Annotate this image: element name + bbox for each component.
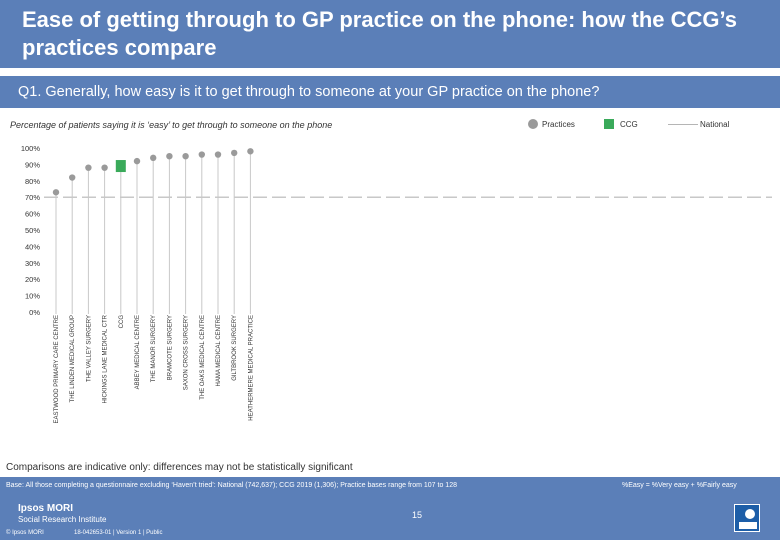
category-label: THE OAKS MEDICAL CENTRE: [200, 315, 206, 400]
ipsos-corner-logo-icon: [734, 504, 760, 532]
category-label: HICKINGS LANE MEDICAL CTR: [103, 314, 109, 403]
question-text: Q1. Generally, how easy is it to get thr…: [18, 84, 600, 100]
practice-point: [101, 164, 108, 171]
practice-point: [69, 174, 76, 181]
job-reference: 18-042653-01 | Version 1 | Public: [74, 530, 163, 536]
practice-point: [247, 148, 254, 155]
title-bar: Ease of getting through to GP practice o…: [0, 0, 780, 68]
legend-ccg-label: CCG: [620, 120, 638, 129]
legend-practices-label: Practices: [542, 120, 575, 129]
category-label: THE VALLEY SURGERY: [86, 315, 92, 382]
category-label: THE MANOR SURGERY: [151, 315, 157, 382]
y-tick-label: 80%: [25, 177, 40, 186]
y-tick-label: 70%: [25, 193, 40, 202]
category-label: THE LINDEN MEDICAL GROUP: [70, 315, 76, 402]
legend-ccg-marker: [604, 119, 614, 129]
ipsos-logo-name: Ipsos MORI: [18, 503, 74, 514]
practice-point: [133, 157, 141, 165]
category-label: HEATHERMERE MEDICAL PRACTICE: [248, 315, 254, 421]
practice-comparison-chart: 0% 10% 20% 30% 40% 50% 60% 70% 80% 90% 100% EASTWOO…: [21, 144, 772, 423]
footer-bar: [0, 477, 780, 540]
category-label: CCG: [119, 315, 125, 329]
easy-formula: %Easy = %Very easy + %Fairly easy: [622, 482, 737, 489]
y-tick-label: 0%: [29, 308, 40, 317]
chart-subtitle: Percentage of patients saying it is ‘eas…: [10, 120, 333, 130]
copyright: © Ipsos MORI: [6, 530, 44, 536]
y-tick-label: 10%: [25, 292, 40, 301]
practice-point: [231, 149, 238, 157]
page-title: Ease of getting through to GP practice o…: [22, 7, 738, 60]
base-text: Base: All those completing a questionnai…: [6, 482, 457, 489]
category-label: SAXON CROSS SURGERY: [184, 315, 190, 390]
page-number: 15: [412, 510, 423, 520]
practice-point: [182, 153, 189, 160]
ccg-point: [115, 160, 126, 173]
legend-national-marker: [668, 124, 698, 125]
category-label: HAMA MEDICAL CENTRE: [216, 315, 222, 386]
practice-point: [214, 151, 222, 158]
practice-point: [150, 154, 157, 162]
practice-point: [52, 189, 60, 196]
y-tick-label: 100%: [21, 144, 41, 153]
question-bar: Q1. Generally, how easy is it to get thr…: [0, 76, 780, 108]
y-tick-label: 30%: [25, 259, 40, 268]
practice-point: [166, 153, 173, 160]
category-label: GILTBROOK SURGERY: [232, 315, 238, 381]
comparison-note: Comparisons are indicative only: differe…: [6, 462, 353, 473]
y-tick-label: 60%: [25, 210, 40, 219]
practice-point: [85, 164, 92, 171]
legend-practices-marker: [528, 119, 538, 129]
y-tick-label: 90%: [25, 160, 40, 169]
category-label: BRAMCOTE SURGERY: [167, 315, 173, 380]
y-tick-label: 50%: [25, 226, 40, 235]
y-tick-label: 40%: [25, 242, 40, 251]
ipsos-logo-subtitle: Social Research Institute: [18, 515, 107, 524]
category-label: ABBEY MEDICAL CENTRE: [135, 315, 141, 389]
y-tick-label: 20%: [25, 275, 40, 284]
practice-point: [198, 151, 205, 158]
legend-national-label: National: [700, 120, 730, 129]
category-label: EASTWOOD PRIMARY CARE CENTRE: [54, 315, 60, 423]
